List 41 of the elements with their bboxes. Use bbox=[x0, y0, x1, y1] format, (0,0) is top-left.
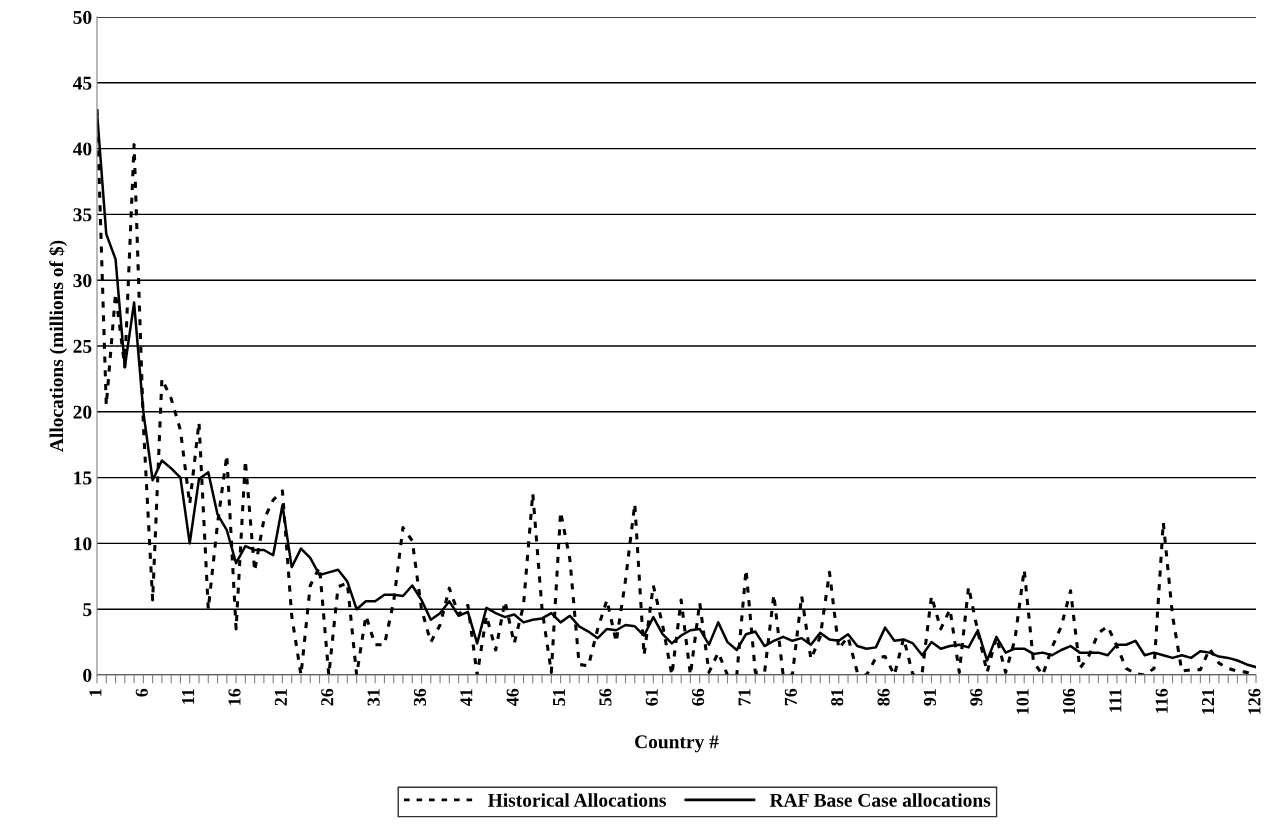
x-tick-label: 106 bbox=[1062, 688, 1076, 714]
x-tick-label: 36 bbox=[413, 688, 427, 706]
x-axis-title: Country # bbox=[635, 735, 719, 753]
y-tick-label: 5 bbox=[83, 603, 92, 617]
x-tick-label: 71 bbox=[738, 689, 751, 706]
x-tick-label: 126 bbox=[1248, 688, 1261, 714]
y-tick-label: 20 bbox=[73, 405, 92, 419]
y-tick-label: 50 bbox=[73, 10, 92, 24]
x-tick-label: 51 bbox=[553, 689, 566, 706]
x-tick-label: 46 bbox=[506, 688, 519, 706]
y-tick-label: 45 bbox=[72, 76, 92, 90]
x-tick-label: 31 bbox=[367, 689, 380, 706]
x-tick-label: 61 bbox=[645, 689, 658, 706]
x-tick-label: 111 bbox=[1109, 689, 1122, 712]
x-tick-label: 1 bbox=[89, 689, 102, 696]
x-tick-label: 11 bbox=[182, 689, 195, 704]
legend-label: Historical Allocations bbox=[488, 793, 666, 807]
x-tick-label: 66 bbox=[692, 688, 705, 706]
x-tick-label: 121 bbox=[1202, 689, 1214, 714]
legend-label: RAF Base Case allocations bbox=[769, 793, 991, 807]
y-tick-label: 10 bbox=[74, 537, 92, 551]
x-tick-label: 86 bbox=[877, 688, 890, 706]
x-tick-label: 21 bbox=[274, 689, 287, 706]
x-tick-label: 26 bbox=[321, 688, 334, 706]
x-tick-label: 116 bbox=[1155, 688, 1168, 713]
x-tick-label: 56 bbox=[599, 688, 612, 706]
y-tick-label: 25 bbox=[73, 339, 92, 353]
x-tick-label: 6 bbox=[135, 688, 148, 697]
x-tick-label: 101 bbox=[1016, 689, 1029, 714]
y-tick-label: 35 bbox=[73, 208, 92, 222]
y-axis-title: Allocations (millions of $) bbox=[48, 240, 68, 452]
x-tick-label: 16 bbox=[228, 688, 241, 705]
y-tick-label: 30 bbox=[73, 274, 92, 288]
x-tick-label: 91 bbox=[923, 689, 936, 706]
y-tick-label: 40 bbox=[72, 142, 92, 156]
x-tick-label: 41 bbox=[460, 689, 473, 706]
x-tick-label: 76 bbox=[784, 688, 797, 706]
y-tick-label: 0 bbox=[83, 668, 92, 682]
x-tick-label: 96 bbox=[970, 688, 983, 706]
x-tick-label: 81 bbox=[831, 689, 844, 706]
y-tick-label: 15 bbox=[74, 471, 92, 485]
